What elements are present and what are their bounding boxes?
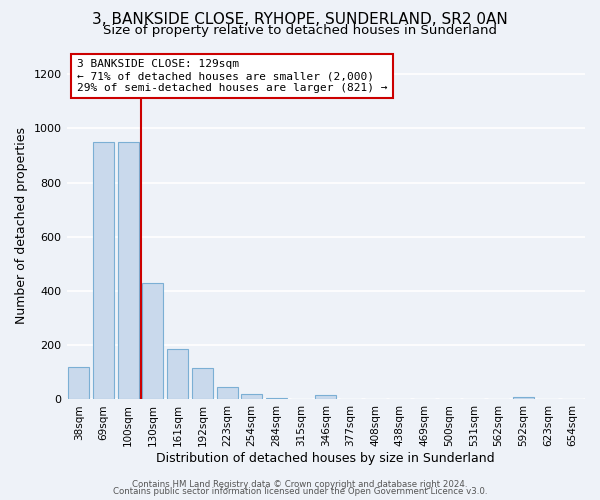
Text: 3, BANKSIDE CLOSE, RYHOPE, SUNDERLAND, SR2 0AN: 3, BANKSIDE CLOSE, RYHOPE, SUNDERLAND, S…	[92, 12, 508, 28]
Bar	[513, 396, 534, 400]
Bar	[315, 395, 336, 400]
Bar	[217, 386, 238, 400]
Text: 3 BANKSIDE CLOSE: 129sqm
← 71% of detached houses are smaller (2,000)
29% of sem: 3 BANKSIDE CLOSE: 129sqm ← 71% of detach…	[77, 60, 388, 92]
Bar	[241, 394, 262, 400]
Text: Contains HM Land Registry data © Crown copyright and database right 2024.: Contains HM Land Registry data © Crown c…	[132, 480, 468, 489]
Bar	[266, 398, 287, 400]
Bar	[93, 142, 114, 400]
Y-axis label: Number of detached properties: Number of detached properties	[15, 128, 28, 324]
Text: Contains public sector information licensed under the Open Government Licence v3: Contains public sector information licen…	[113, 487, 487, 496]
Bar	[192, 368, 213, 400]
Bar	[142, 283, 163, 400]
Bar	[68, 367, 89, 400]
X-axis label: Distribution of detached houses by size in Sunderland: Distribution of detached houses by size …	[157, 452, 495, 465]
Bar	[167, 350, 188, 400]
Text: Size of property relative to detached houses in Sunderland: Size of property relative to detached ho…	[103, 24, 497, 37]
Bar	[118, 142, 139, 400]
